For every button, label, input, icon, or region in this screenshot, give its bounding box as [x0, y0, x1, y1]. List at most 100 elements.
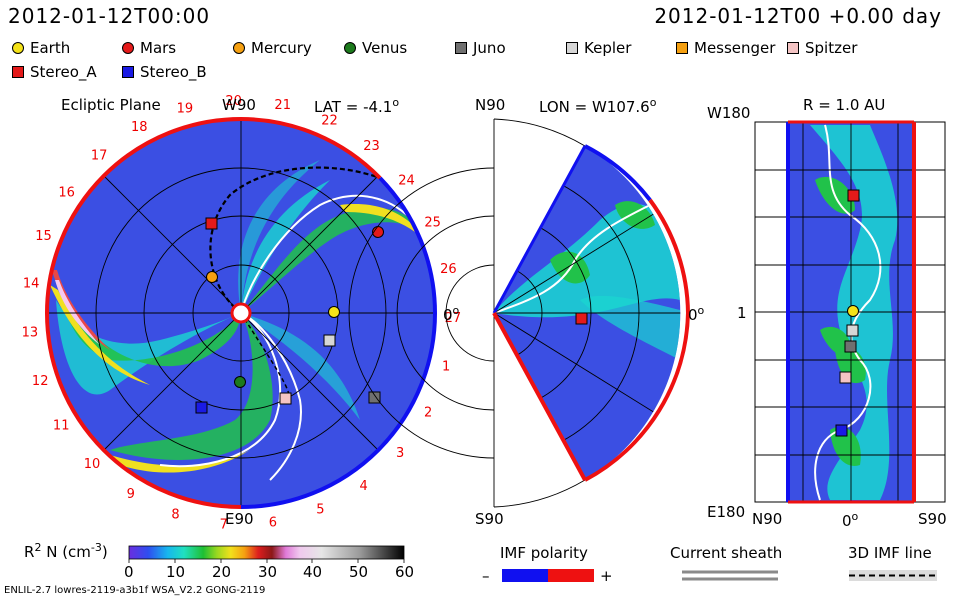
carrington-number: 27: [445, 311, 462, 326]
kepler-radial-marker-icon: [846, 324, 859, 337]
sun-marker-icon: [230, 302, 252, 324]
carrington-number: 19: [177, 102, 194, 117]
radial-panel: [754, 120, 946, 504]
earth-radial-marker-icon: [847, 305, 859, 317]
legend-earth: Earth: [12, 39, 70, 57]
carrington-number: 16: [58, 185, 75, 200]
legend-messenger: Messenger: [676, 39, 775, 57]
stereo-a-marker-icon: [205, 217, 218, 230]
current-sheath-title: Current sheath: [670, 544, 783, 562]
carrington-number: 13: [22, 326, 39, 341]
spitzer-radial-marker-icon: [839, 371, 852, 384]
earth-marker-icon: [328, 306, 340, 318]
meridional-top-label: N90: [475, 96, 506, 114]
legend-juno: Juno: [455, 39, 506, 57]
imf-positive-swatch: [548, 569, 594, 582]
carrington-number: 8: [171, 508, 179, 523]
left-date: 2012-01-12T00:00: [8, 4, 211, 28]
imf-line-swatch: [849, 570, 937, 581]
carrington-number: 25: [424, 215, 441, 230]
spitzer-marker-icon: [279, 392, 292, 405]
ecliptic-zero-label: 0o: [443, 304, 460, 324]
carrington-number: 22: [321, 113, 338, 128]
colorbar-tick: 10: [166, 563, 186, 581]
carrington-number: 15: [35, 229, 52, 244]
carrington-number: 24: [398, 174, 415, 189]
juno-radial-marker-icon: [844, 340, 857, 353]
ecliptic-title: Ecliptic Plane: [61, 96, 161, 114]
radial-bottom-label: E180: [707, 503, 746, 521]
carrington-labels: 20 21222324252627123456789101112131415161…: [22, 94, 462, 532]
carrington-number: 10: [84, 457, 101, 472]
kepler-marker-icon: [323, 334, 336, 347]
ecliptic-panel: 20 21222324252627123456789101112131415161…: [22, 94, 462, 532]
meridional-zero-label: 0o: [688, 304, 705, 324]
carrington-number: 20: [225, 94, 242, 109]
carrington-number: 2: [424, 406, 432, 421]
carrington-number: 14: [23, 277, 40, 292]
carrington-number: 1: [442, 360, 450, 375]
messenger-symbol-icon: [676, 42, 688, 54]
kepler-symbol-icon: [566, 42, 578, 54]
mercury-symbol-icon: [233, 42, 245, 54]
carrington-number: 5: [316, 503, 324, 518]
meridional-bottom-label: S90: [475, 510, 504, 528]
right-date: 2012-01-12T00 +0.00 day: [654, 4, 942, 28]
stereo-b-marker-icon: [195, 401, 208, 414]
colorbar-label: R2 N (cm-3): [24, 541, 108, 561]
legend-mercury: Mercury: [233, 39, 312, 57]
ecliptic-lat-label: LAT = -4.1o: [314, 96, 400, 116]
colorbar: [128, 545, 405, 563]
current-sheath-swatch: [682, 570, 778, 581]
stereo-a-meridional-marker-icon: [575, 312, 588, 325]
radial-x-mid: 0o: [842, 510, 859, 530]
colorbar-tick: 60: [395, 563, 415, 581]
legend-stereo-b: Stereo_B: [122, 63, 207, 81]
colorbar-tick: 0: [124, 563, 134, 581]
mars-symbol-icon: [122, 42, 134, 54]
venus-symbol-icon: [344, 42, 356, 54]
ecliptic-bottom-label: E90: [225, 510, 254, 528]
stereo-b-symbol-icon: [122, 66, 134, 78]
carrington-number: 9: [127, 487, 135, 502]
model-info-footer: ENLIL-2.7 lowres-2119-a3b1f WSA_V2.2 GON…: [4, 585, 266, 596]
legend-venus: Venus: [344, 39, 407, 57]
colorbar-tick: 20: [212, 563, 232, 581]
carrington-number: 12: [32, 374, 49, 389]
carrington-number: 26: [440, 262, 457, 277]
carrington-number: 11: [53, 418, 70, 433]
venus-marker-icon: [234, 376, 246, 388]
juno-marker-icon: [368, 391, 381, 404]
legend-spitzer: Spitzer: [787, 39, 857, 57]
imf-line-title: 3D IMF line: [848, 544, 932, 562]
colorbar-tick: 50: [349, 563, 369, 581]
meridional-lon-label: LON = W107.6o: [539, 96, 657, 116]
radial-x-left: N90: [752, 510, 783, 528]
carrington-number: 23: [363, 139, 380, 154]
carrington-number: 18: [131, 120, 148, 135]
radial-title: R = 1.0 AU: [803, 96, 886, 114]
carrington-number: 21: [274, 98, 291, 113]
radial-top-label: W180: [707, 104, 751, 122]
stereo-b-radial-marker-icon: [835, 424, 848, 437]
carrington-number: 17: [91, 149, 108, 164]
radial-x-right: S90: [918, 510, 947, 528]
juno-symbol-icon: [455, 42, 467, 54]
spitzer-symbol-icon: [787, 42, 799, 54]
carrington-number: 3: [396, 446, 404, 461]
imf-minus-label: –: [482, 567, 490, 585]
carrington-number: 6: [269, 516, 277, 531]
legend-mars: Mars: [122, 39, 176, 57]
stereo-a-radial-marker-icon: [847, 189, 860, 202]
ecliptic-top-label: W90: [222, 96, 256, 114]
earth-symbol-icon: [12, 42, 24, 54]
imf-plus-label: +: [600, 567, 613, 585]
radial-mid-label: 1: [737, 304, 747, 322]
carrington-number: 4: [359, 479, 367, 494]
imf-polarity-title: IMF polarity: [500, 544, 588, 562]
legend-kepler: Kepler: [566, 39, 631, 57]
imf-negative-swatch: [502, 569, 548, 582]
stereo-a-symbol-icon: [12, 66, 24, 78]
mercury-marker-icon: [206, 271, 218, 283]
